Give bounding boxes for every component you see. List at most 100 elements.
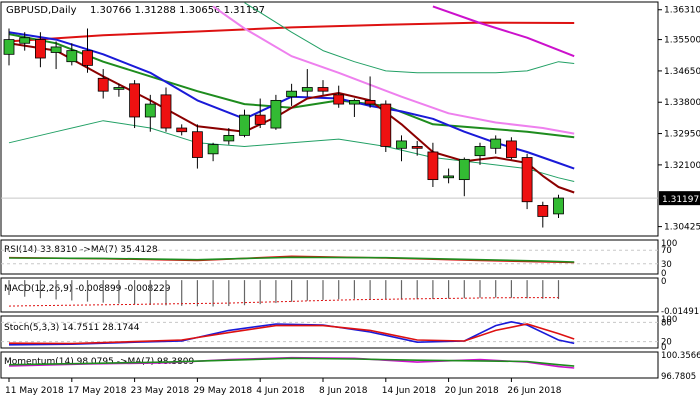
current-price-label: 1.31197 (662, 195, 699, 205)
candle (239, 109, 250, 138)
candle (348, 98, 360, 117)
candle (270, 94, 282, 130)
candle (35, 32, 46, 68)
ohlc-readout: 1.30766 1.31288 1.30656 1.31197 (90, 5, 265, 16)
candle-body (270, 99, 282, 129)
candle (443, 168, 455, 184)
candle-body (505, 140, 517, 158)
momentum-series-line (8, 357, 575, 367)
candle (411, 140, 423, 156)
price-tick-label: 1.33800 (664, 98, 700, 108)
candle (82, 28, 93, 73)
candle (364, 76, 376, 108)
time-tick-label: 20 Jun 2018 (445, 386, 499, 396)
candle (396, 135, 407, 162)
candle (19, 32, 31, 51)
time-tick-label: 17 May 2018 (68, 386, 127, 396)
candle (50, 41, 62, 70)
candle-body (427, 151, 439, 181)
momentum-pane: Momentum(14) 98.0795 ->MA(7) 98.3809 100… (4, 351, 700, 382)
candle-body (176, 127, 188, 133)
candle-body (333, 94, 345, 105)
macd-signal-line (8, 297, 559, 307)
candle-body (348, 99, 360, 105)
pane-frame-rsi (0, 239, 659, 275)
candle-body (411, 146, 423, 149)
candle-body (113, 87, 125, 90)
momentum-tick-label: 96.7805 (661, 372, 696, 382)
price-pane: 1.36310 1.35500 1.34650 1.33800 1.32950 1.321… (1, 2, 700, 233)
candle-body (66, 50, 78, 63)
candle (474, 142, 486, 165)
rsi-series-line (8, 256, 575, 263)
candle-body (50, 46, 62, 53)
momentum-tick-label: 100.3566 (661, 351, 700, 361)
stoch-tick-label: 100 (661, 315, 677, 325)
candle-body (144, 103, 156, 118)
candle (191, 124, 203, 169)
candle (3, 28, 15, 66)
stoch-tick-label: 20 (661, 338, 672, 348)
candle (286, 83, 298, 106)
candle-body (364, 99, 376, 105)
price-tick-label: 1.35500 (664, 36, 700, 46)
time-tick-label: 11 May 2018 (5, 386, 64, 396)
stoch-label: Stoch(5,3,3) 14.7511 28.1744 (4, 323, 140, 333)
price-tick-label: 1.32100 (664, 161, 700, 171)
candle-body (207, 144, 219, 155)
candle (458, 157, 470, 197)
candle-body (286, 90, 298, 98)
candle (427, 142, 439, 187)
candle (333, 85, 345, 108)
pane-frames (0, 1, 659, 379)
candle-body (239, 114, 250, 136)
candle (537, 201, 549, 228)
candle-body (35, 39, 46, 59)
price-tick-label: 1.34650 (664, 67, 700, 77)
macd-pane: MACD(12,26,9) -0.008899 -0.008229 0-0.01… (4, 277, 700, 317)
candle (380, 100, 392, 152)
pane-frame-mom (0, 351, 659, 379)
momentum-label: Momentum(14) 98.0795 ->MA(7) 98.3809 (4, 357, 195, 367)
candle-body (317, 87, 329, 92)
pane-frame-stoch (0, 315, 659, 349)
candle-body (223, 134, 235, 142)
candle-body (3, 39, 15, 55)
time-tick-label: 14 Jun 2018 (382, 386, 436, 396)
candle-body (380, 103, 392, 147)
band-lower-line (8, 120, 575, 182)
rsi-tick-label: 100 (661, 239, 677, 249)
candle (207, 142, 219, 162)
candle (176, 124, 188, 136)
pane-frame-price (0, 1, 659, 237)
rsi-tick-label: 70 (661, 246, 672, 256)
ma-magenta-line (432, 5, 575, 58)
stoch-tick-label: 80 (661, 318, 672, 328)
candle-body (191, 131, 203, 158)
time-tick-label: 29 May 2018 (193, 386, 252, 396)
macd-tick-label: 0 (661, 277, 666, 287)
price-tick-label: 1.36310 (664, 6, 700, 16)
candle (317, 80, 329, 95)
rsi-tick-label: 0 (661, 269, 666, 279)
candle-body (82, 50, 93, 66)
band-upper-line (244, 2, 575, 74)
time-tick-label: 4 Jun 2018 (256, 386, 305, 396)
candle-body (490, 138, 502, 149)
candle (97, 69, 109, 99)
pane-frame-macd (0, 277, 659, 313)
candle (301, 69, 313, 97)
candle-body (458, 158, 470, 181)
candle-body (254, 114, 266, 125)
macd-tick-label: -0.014917 (661, 307, 700, 317)
price-tick-label: 1.32950 (664, 130, 700, 140)
candle-body (301, 87, 313, 92)
candle (160, 87, 172, 132)
candle-body (97, 77, 109, 92)
time-tick-label: 23 May 2018 (131, 386, 190, 396)
candle-body (537, 205, 549, 217)
candle-body (396, 140, 407, 149)
